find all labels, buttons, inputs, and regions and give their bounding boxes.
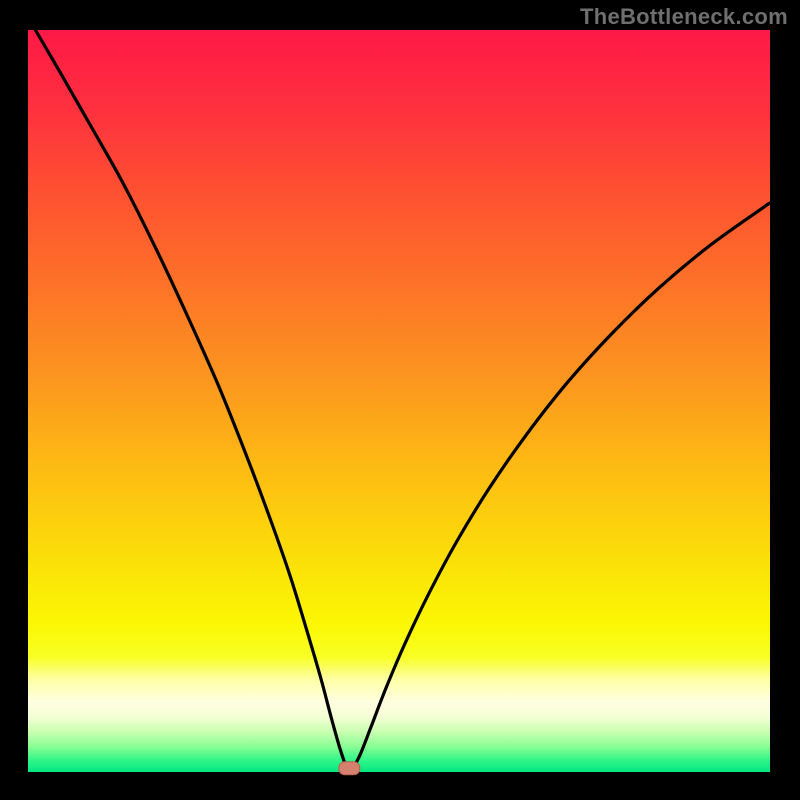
vertex-marker — [339, 762, 360, 775]
bottleneck-chart — [0, 0, 800, 800]
watermark-text: TheBottleneck.com — [580, 4, 788, 30]
